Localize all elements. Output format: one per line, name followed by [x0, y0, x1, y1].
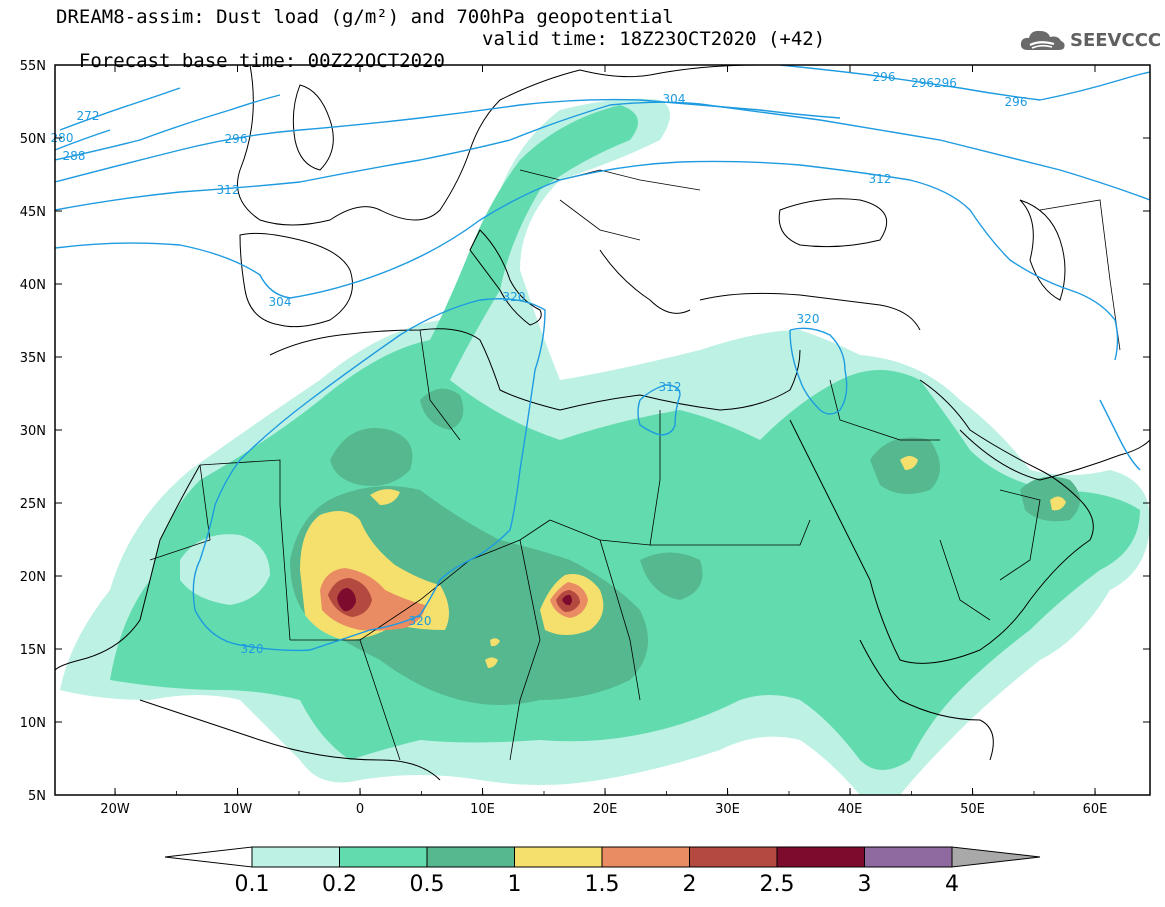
- coastlines: [55, 65, 1150, 781]
- country-borders: [149, 169, 1121, 761]
- longitude-axis: 20W 10W 0 10E 20E 30E 40E 50E 60E: [100, 65, 1107, 817]
- contour-label: 288: [63, 149, 86, 163]
- lat-tick-label: 50N: [20, 132, 46, 147]
- lat-tick-label: 55N: [20, 59, 46, 74]
- forecast-base-time: Forecast base time: 00Z22OCT2020: [78, 50, 445, 72]
- lat-tick-label: 25N: [20, 497, 46, 512]
- lat-tick-label: 20N: [20, 570, 46, 585]
- contour-280: [55, 129, 111, 151]
- colorbar-level-label: 2: [682, 872, 697, 897]
- colorbar-over-arrow: [951, 846, 1041, 868]
- lat-tick-label: 35N: [20, 351, 46, 366]
- lat-tick-label: 5N: [28, 789, 46, 804]
- dust-load-shading: [60, 98, 1150, 795]
- map-subtitle: Forecast base time: 00Z22OCT2020 valid t…: [56, 28, 825, 94]
- colorbar-level-label: 4: [945, 872, 959, 897]
- colorbar: [164, 846, 1041, 868]
- map-title: DREAM8-assim: Dust load (g/m²) and 700hP…: [56, 6, 674, 28]
- colorbar-level-label: 0.2: [322, 872, 357, 897]
- colorbar-segment: [339, 846, 428, 868]
- contour-label: 296: [1005, 95, 1028, 109]
- lat-tick-label: 40N: [20, 278, 46, 293]
- colorbar-segment: [601, 846, 690, 868]
- contour-label: 312: [869, 172, 892, 186]
- contour-272: [59, 87, 181, 131]
- colorbar-segment: [426, 846, 515, 868]
- contour-label: 312: [217, 183, 240, 197]
- colorbar-segment: [776, 846, 865, 868]
- dust-region-red: [328, 578, 580, 617]
- lon-tick-label: 50E: [960, 802, 985, 817]
- colorbar-level-label: 2.5: [759, 872, 795, 897]
- lat-tick-label: 15N: [20, 643, 46, 658]
- contour-label: 304: [269, 295, 292, 309]
- colorbar-level-label: 0.5: [409, 872, 445, 897]
- contour-304: [55, 101, 1150, 211]
- colorbar-level-label: 1: [507, 872, 522, 897]
- contour-label: 304: [663, 92, 686, 106]
- colorbar-segment: [251, 846, 340, 868]
- colorbar-under-arrow: [164, 846, 253, 868]
- valid-time: valid time: 18Z23OCT2020 (+42): [482, 28, 826, 50]
- colorbar-segment: [689, 846, 778, 868]
- logo-text: SEEVCCC: [1070, 30, 1162, 51]
- lon-tick-label: 10W: [223, 802, 253, 817]
- cloud-icon: [1020, 30, 1065, 50]
- contour-label: 312: [659, 380, 682, 394]
- contour-label: 320: [797, 312, 820, 326]
- contour-320-east: [789, 327, 848, 415]
- dust-region-orange: [320, 568, 588, 631]
- lat-tick-label: 30N: [20, 424, 46, 439]
- lon-tick-label: 30E: [715, 802, 740, 817]
- contour-label: 320: [409, 614, 432, 628]
- colorbar-level-label: 0.1: [234, 872, 270, 897]
- lon-tick-label: 60E: [1083, 802, 1108, 817]
- colorbar-level-label: 1.5: [584, 872, 620, 897]
- lon-tick-label: 20E: [593, 802, 618, 817]
- lon-tick-label: 0: [356, 802, 364, 817]
- contour-label: 272: [77, 109, 100, 123]
- contour-label: 296296: [911, 76, 957, 90]
- latitude-axis: 55N 50N 45N 40N 35N 30N 25N 20N 15N 10N 5N: [20, 59, 1150, 804]
- contour-label: 296: [873, 70, 896, 84]
- lat-tick-label: 45N: [20, 205, 46, 220]
- colorbar-segment: [864, 846, 953, 868]
- lat-tick-label: 10N: [20, 716, 46, 731]
- contour-label: 320: [241, 642, 264, 656]
- dust-region-dark: [290, 388, 1080, 705]
- contour-312-east: [637, 384, 681, 436]
- seevccc-logo: SEEVCCC: [1018, 26, 1161, 56]
- colorbar-segment: [514, 846, 603, 868]
- contour-296-east: [779, 65, 1150, 101]
- colorbar-level-label: 3: [857, 872, 872, 897]
- lon-tick-label: 20W: [100, 802, 130, 817]
- contour-320-gulf: [1099, 399, 1141, 471]
- lon-tick-label: 40E: [838, 802, 863, 817]
- contour-288: [55, 94, 281, 161]
- geopotential-contours: [55, 65, 1150, 652]
- contour-312: [55, 160, 1119, 361]
- contour-296-west: [55, 98, 841, 183]
- lon-tick-label: 10E: [470, 802, 495, 817]
- contour-320: [192, 298, 546, 652]
- contour-label: 320: [503, 290, 526, 304]
- contour-label: 296: [225, 132, 248, 146]
